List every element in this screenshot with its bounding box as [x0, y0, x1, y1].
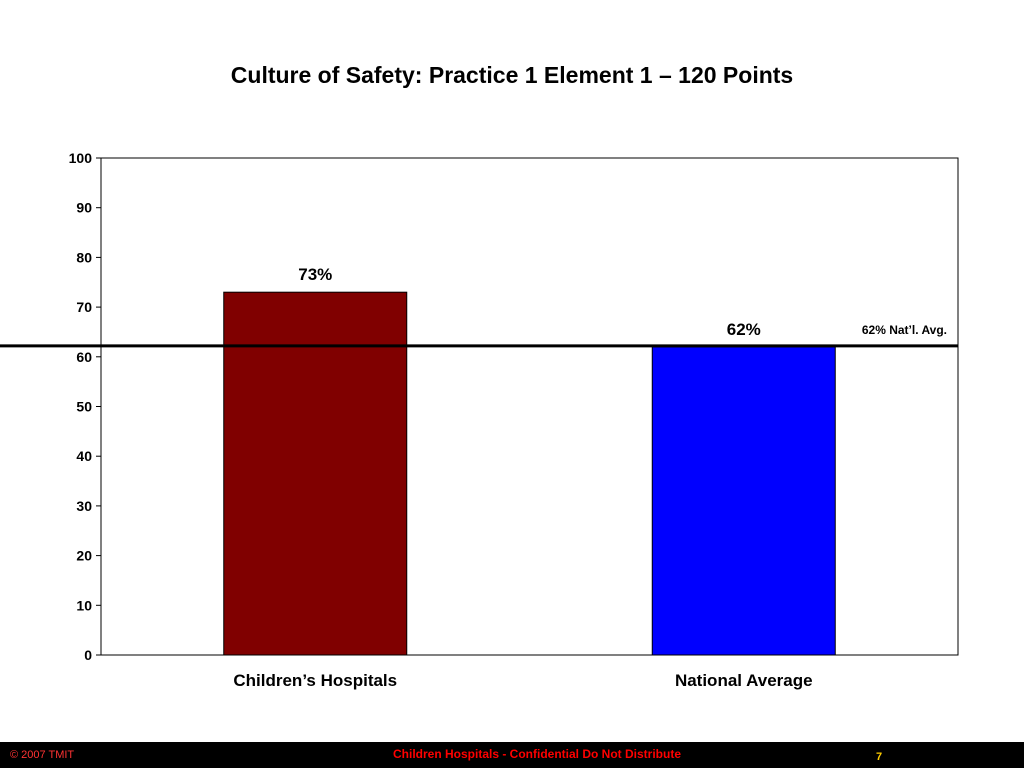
confidential-notice: Children Hospitals - Confidential Do Not… — [393, 747, 681, 761]
page-number: 7 — [876, 751, 883, 763]
y-tick-label: 10 — [76, 597, 92, 613]
y-tick-label: 70 — [76, 299, 92, 315]
reference-line-label: 62% Nat’l. Avg. — [862, 323, 947, 337]
x-axis-categories: Children’s Hospitals National Average — [233, 671, 812, 690]
y-tick-label: 100 — [69, 150, 93, 166]
y-tick-label: 50 — [76, 399, 92, 415]
y-tick-label: 80 — [76, 249, 92, 265]
bar-chart: 0 10 20 30 40 50 60 70 80 90 100 73% 62% Children’s… — [0, 150, 959, 690]
data-label: 73% — [298, 265, 332, 284]
y-tick-label: 0 — [84, 647, 92, 663]
y-tick-label: 60 — [76, 349, 92, 365]
y-tick-label: 30 — [76, 498, 92, 514]
reference-line-group: 62% Nat’l. Avg. — [0, 323, 958, 348]
data-labels: 73% 62% — [298, 265, 761, 339]
y-tick-label: 20 — [76, 548, 92, 564]
slide-title: Culture of Safety: Practice 1 Element 1 … — [230, 62, 794, 88]
y-tick-label: 40 — [76, 448, 92, 464]
bar — [651, 346, 836, 656]
data-label: 62% — [727, 320, 761, 339]
x-category-label: Children’s Hospitals — [233, 671, 397, 690]
bar-series — [223, 291, 836, 656]
copyright-text: © 2007 TMIT — [10, 749, 75, 761]
x-category-label: National Average — [675, 671, 813, 690]
y-tick-label: 90 — [76, 200, 92, 216]
bar — [223, 291, 408, 656]
footer-bar: © 2007 TMIT Children Hospitals - Confide… — [0, 742, 1024, 768]
